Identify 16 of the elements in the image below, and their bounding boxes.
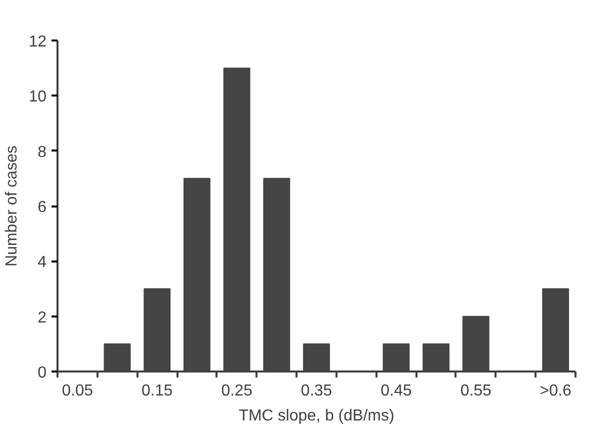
x-tick-label: >0.6	[540, 382, 572, 400]
x-tick-label: 0.15	[142, 382, 173, 400]
y-tick-label: 10	[28, 88, 47, 106]
y-tick-label: 2	[38, 309, 47, 326]
y-tick-label: 6	[38, 199, 47, 216]
x-tick-label: 0.45	[380, 382, 412, 400]
y-tick-label: 4	[38, 254, 47, 272]
x-tick-label: 0.35	[300, 382, 332, 400]
y-tick-label: 8	[38, 144, 47, 161]
x-tick-label: 0.25	[221, 382, 252, 400]
y-tick-label: 0	[38, 364, 47, 382]
y-axis-title: Number of cases	[4, 146, 21, 266]
x-tick-label: 0.55	[460, 382, 492, 400]
x-axis-title: TMC slope, b (dB/ms)	[238, 408, 394, 424]
x-tick-label: 0.05	[62, 382, 94, 400]
y-tick-label: 12	[28, 34, 47, 50]
